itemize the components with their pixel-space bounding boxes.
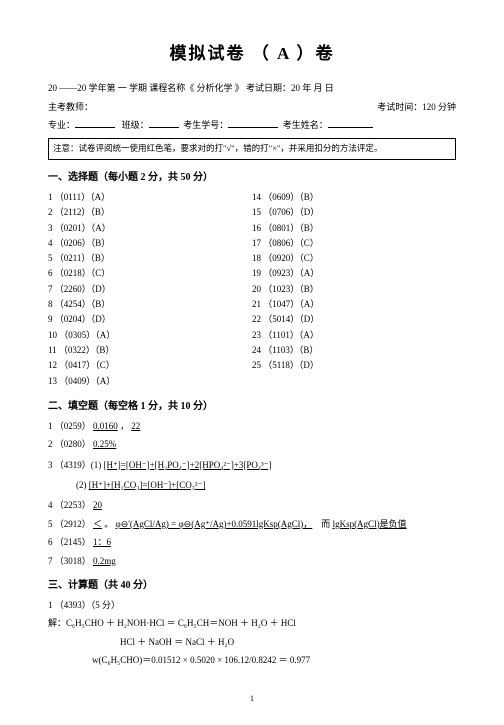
name-blank xyxy=(328,118,373,128)
mcq-item: 11 （0322）（B） xyxy=(48,343,252,358)
name-label: 考生姓名： xyxy=(283,120,328,130)
fill-item-7: 7 （3018） 0.2mg xyxy=(48,554,456,568)
fill5-tail-u: lgKsp(AgCl)是负值 xyxy=(333,519,407,529)
mcq-item: 2 （2112）（B） xyxy=(48,205,252,220)
fill1-prefix: 1 （0259） xyxy=(48,421,91,431)
exam-page: 模拟试卷 （ A ）卷 20 ——20 学年第 一 学期 课程名称《 分析化学 … xyxy=(0,0,504,725)
mcq-item: 9 （0204）（D） xyxy=(48,312,252,327)
mcq-col-2: 14 （0609）（B） 15 （0706）（D） 16 （0801）（B） 1… xyxy=(252,190,456,389)
mcq-item: 17 （0806）（C） xyxy=(252,236,456,251)
meta-text-1: 学年第 一 学期 课程名称《 分析化学 》 考试日期：20 年 月 日 xyxy=(89,83,334,93)
fill-item-6: 6 （2145） 1：6 xyxy=(48,535,456,549)
mcq-item: 4 （0206）（B） xyxy=(48,236,252,251)
notice-box: 注意：试卷评阅统一使用红色笔，要求对的打"√"，错的打"×"，并采用扣分的方法评… xyxy=(48,138,456,160)
mcq-item: 21 （1047）（A） xyxy=(252,297,456,312)
mcq-item: 3 （0201）（A） xyxy=(48,221,252,236)
major-label: 专业： xyxy=(48,120,75,130)
mcq-item: 6 （0218）（C） xyxy=(48,266,252,281)
fill-item-5: 5 （2912） ＜ 。 φ⊖'(AgCl/Ag) = φ⊖(Ag⁺/Ag)+0… xyxy=(48,517,456,531)
year-mid: ——20 xyxy=(59,83,86,93)
calc-line-1: 解：C₆H₅CHO ＋ H₂NOH·HCl ＝ C₆H₅CH＝NOH ＋ H₂O… xyxy=(48,616,456,630)
fill7-ans: 0.2mg xyxy=(93,556,116,566)
mcq-item: 16 （0801）（B） xyxy=(252,221,456,236)
examiner-label: 主考教师： xyxy=(48,102,93,112)
page-number: 1 xyxy=(48,693,456,706)
fill4-ans: 20 xyxy=(93,500,102,510)
fill-item-4: 4 （2253） 20 xyxy=(48,498,456,512)
mcq-item: 22 （5014）（D） xyxy=(252,312,456,327)
mcq-item: 24 （1103）（B） xyxy=(252,343,456,358)
section2-head: 二、填空题（每空格 1 分，共 10 分） xyxy=(48,399,456,415)
fill-item-3a: 3 （4319）(1) [H⁺]=[OH⁻]+[H₂PO₄⁻]+2[HPO₄²⁻… xyxy=(48,458,456,472)
fill-item-1: 1 （0259） 0.0160 ， 22 xyxy=(48,419,456,433)
sid-blank xyxy=(228,118,278,128)
fill2-ans: 0.25% xyxy=(93,439,116,449)
fill7-prefix: 7 （3018） xyxy=(48,556,93,566)
fill5-mid: 。 xyxy=(104,519,115,529)
class-label: 班级： xyxy=(122,120,149,130)
meta-line-1: 20 ——20 学年第 一 学期 课程名称《 分析化学 》 考试日期：20 年 … xyxy=(48,81,456,95)
fill5-eq: φ⊖'(AgCl/Ag) = φ⊖(Ag⁺/Ag)+0.0591lgKsp(Ag… xyxy=(116,519,313,529)
fill2-prefix: 2 （0280） xyxy=(48,439,91,449)
duration-label: 考试时间：120 分钟 xyxy=(377,100,456,114)
fill5-prefix: 5 （2912） xyxy=(48,519,93,529)
meta-line-2: 主考教师： 考试时间：120 分钟 xyxy=(48,100,456,114)
mcq-item: 25 （5118）（D） xyxy=(252,358,456,373)
major-blank xyxy=(75,118,115,128)
mcq-item: 7 （2260）（D） xyxy=(48,282,252,297)
fill1-ans2: 22 xyxy=(131,421,140,431)
sid-label: 考生学号： xyxy=(183,120,228,130)
section1-head: 一、选择题（每小题 2 分，共 50 分） xyxy=(48,170,456,186)
section3-head: 三、计算题（共 40 分） xyxy=(48,578,456,594)
mcq-item: 8 （4254）（B） xyxy=(48,297,252,312)
mcq-item: 10 （0305）（A） xyxy=(48,328,252,343)
fill1-ans1: 0.0160 xyxy=(93,421,118,431)
exam-title: 模拟试卷 （ A ）卷 xyxy=(48,40,456,67)
mcq-item: 18 （0920）（C） xyxy=(252,251,456,266)
fill3b-eq: [H⁺]+[H₂CO₃]=[OH⁻]+[CO₃²⁻] xyxy=(89,480,206,490)
mcq-table: 1 （0111）（A） 2 （2112）（B） 3 （0201）（A） 4 （0… xyxy=(48,190,456,389)
mcq-item: 12 （0417）（C） xyxy=(48,358,252,373)
mcq-item: 1 （0111）（A） xyxy=(48,190,252,205)
calc-line-2: HCl ＋ NaOH ＝ NaCl ＋ H₂O xyxy=(120,635,456,649)
mcq-item: 5 （0211）（B） xyxy=(48,251,252,266)
fill1-sep: ， xyxy=(120,421,129,431)
mcq-item: 20 （1023）（B） xyxy=(252,282,456,297)
meta-line-3: 专业： 班级： 考生学号： 考生姓名： xyxy=(48,118,456,132)
fill6-ans: 1：6 xyxy=(93,537,111,547)
fill4-prefix: 4 （2253） xyxy=(48,500,91,510)
mcq-item: 19 （0923）（A） xyxy=(252,266,456,281)
calc-line-3: w(C₆H₅CHO)＝0.01512 × 0.5020 × 106.12/0.8… xyxy=(92,653,456,667)
mcq-item: 23 （1101）（A） xyxy=(252,328,456,343)
fill3-prefix: 3 （4319）(1) xyxy=(48,460,104,470)
fill6-prefix: 6 （2145） xyxy=(48,537,93,547)
mcq-item: 13 （0409）（A） xyxy=(48,374,252,389)
fill5-tail-prefix: 而 xyxy=(321,519,332,529)
fill-item-2: 2 （0280） 0.25% xyxy=(48,437,456,451)
fill3b-prefix: (2) xyxy=(76,480,89,490)
fill5-u1: ＜ xyxy=(93,519,102,529)
mcq-item: 15 （0706）（D） xyxy=(252,205,456,220)
year-prefix: 20 xyxy=(48,83,57,93)
fill3-eq: [H⁺]=[OH⁻]+[H₂PO₄⁻]+2[HPO₄²⁻]+3[PO₄³⁻] xyxy=(104,460,272,470)
fill-item-3b: (2) [H⁺]+[H₂CO₃]=[OH⁻]+[CO₃²⁻] xyxy=(76,478,456,492)
class-blank xyxy=(149,118,179,128)
mcq-col-1: 1 （0111）（A） 2 （2112）（B） 3 （0201）（A） 4 （0… xyxy=(48,190,252,389)
calc-item-1-head: 1 （4393）（5 分） xyxy=(48,598,456,612)
mcq-item: 14 （0609）（B） xyxy=(252,190,456,205)
